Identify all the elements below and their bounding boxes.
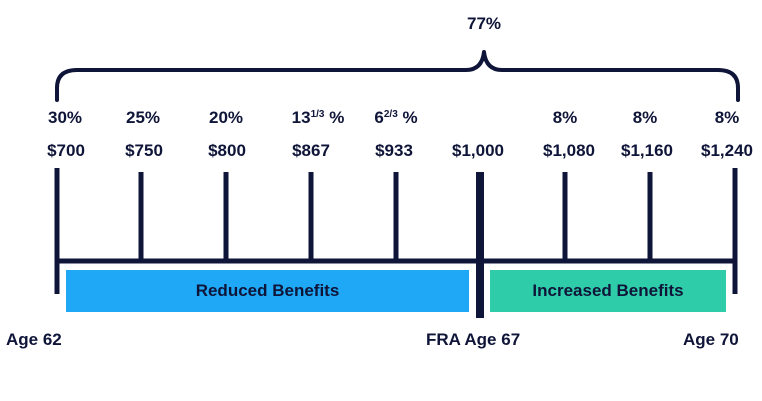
- amount-label: $1,160: [621, 141, 673, 160]
- reduced-benefits-band: Reduced Benefits: [66, 270, 469, 312]
- percent-label: 30%: [47, 108, 83, 127]
- percent-label: 25%: [125, 108, 161, 127]
- amount-label: $750: [125, 141, 163, 160]
- percent-label: 131/3 %: [291, 108, 345, 127]
- amount-label: $867: [292, 141, 330, 160]
- percent-label: 8%: [714, 108, 740, 127]
- age-70-label: Age 70: [683, 330, 739, 349]
- total-percent-label: 77%: [466, 14, 502, 33]
- reduced-benefits-label: Reduced Benefits: [195, 281, 340, 300]
- total-brace: [55, 50, 740, 102]
- amount-label: $1,000: [452, 141, 504, 160]
- amount-label: $1,080: [543, 141, 595, 160]
- percent-label: 8%: [552, 108, 578, 127]
- percent-label: 20%: [208, 108, 244, 127]
- increased-benefits-band: Increased Benefits: [490, 270, 726, 312]
- amount-label: $700: [47, 141, 85, 160]
- increased-benefits-label: Increased Benefits: [532, 281, 684, 300]
- amount-label: $933: [375, 141, 413, 160]
- amount-label: $800: [208, 141, 246, 160]
- amount-label: $1,240: [701, 141, 753, 160]
- age-62-label: Age 62: [6, 330, 62, 349]
- percent-label: 62/3 %: [374, 108, 418, 127]
- percent-label: 8%: [632, 108, 658, 127]
- fra-age-67-label: FRA Age 67: [426, 330, 521, 349]
